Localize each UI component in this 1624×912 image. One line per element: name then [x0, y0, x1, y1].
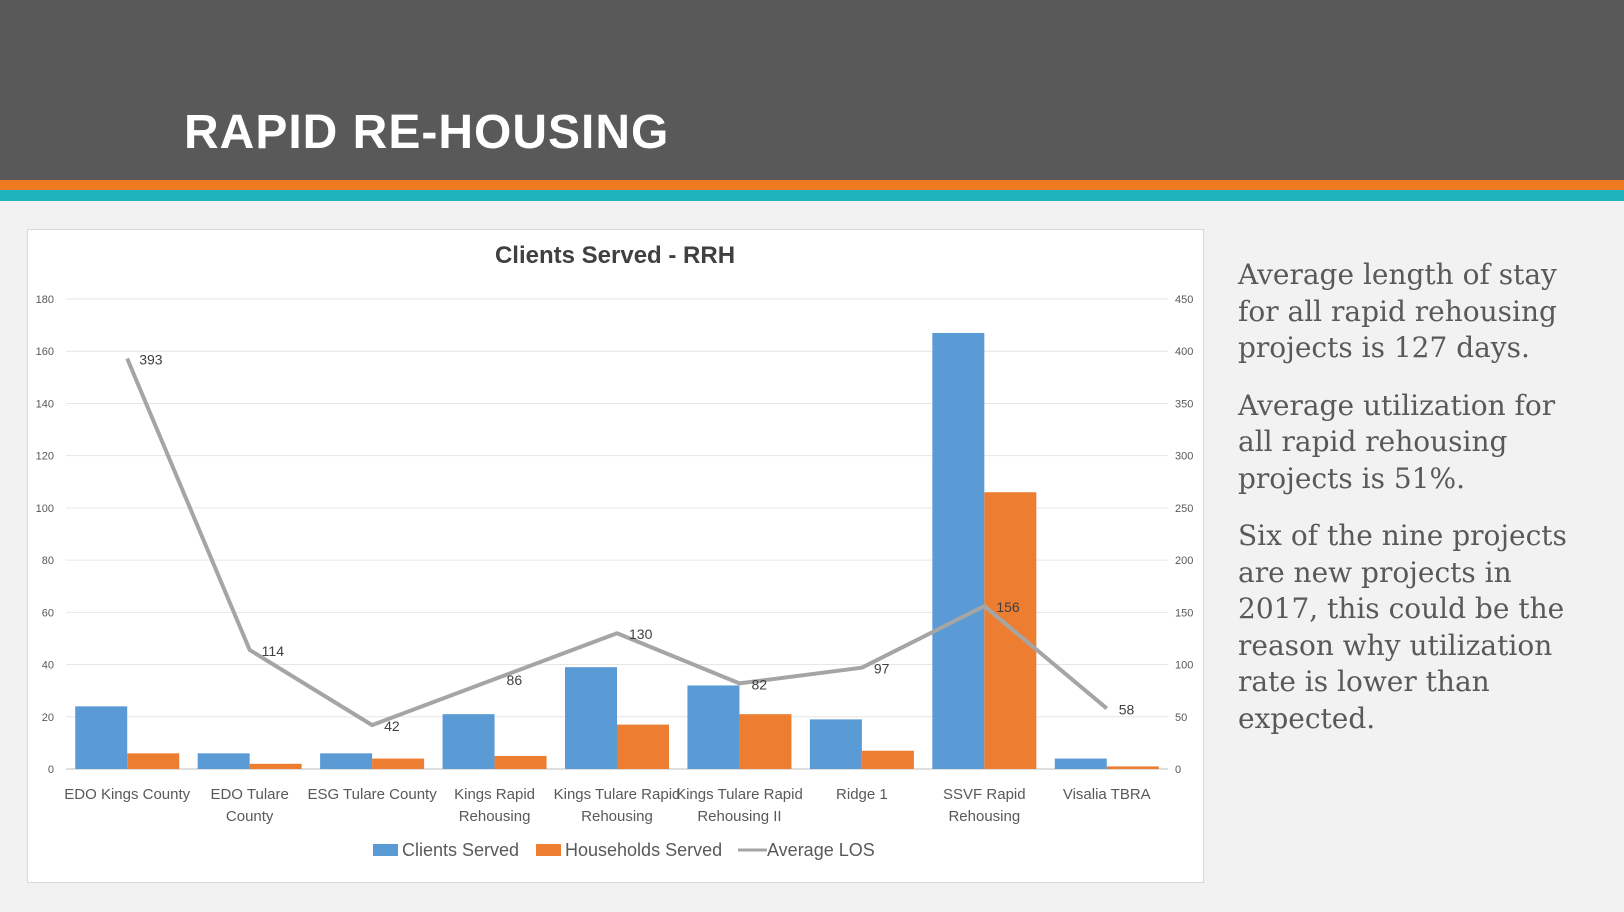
- accent-stripe-orange: [0, 180, 1624, 190]
- y-left-tick-label: 80: [42, 555, 54, 567]
- x-tick-label: County: [226, 808, 274, 825]
- data-label-average-los: 393: [139, 352, 163, 368]
- x-tick-label: ESG Tulare County: [307, 786, 437, 803]
- x-tick-label: Ridge 1: [836, 786, 888, 803]
- note-new-projects: Six of the nine projects are new project…: [1238, 519, 1567, 735]
- x-tick-label: Rehousing II: [697, 808, 781, 825]
- note-avg-los: Average length of stay for all rapid reh…: [1238, 258, 1557, 364]
- note-avg-utilization: Average utilization for all rapid rehous…: [1238, 388, 1556, 495]
- y-right-tick-label: 350: [1175, 398, 1193, 410]
- data-label-average-los: 86: [507, 672, 523, 688]
- bar-clients-served: [565, 667, 617, 769]
- legend-swatch: [373, 844, 398, 856]
- bar-households-served: [494, 755, 547, 769]
- x-tick-label: Visalia TBRA: [1063, 786, 1151, 803]
- y-right-tick-label: 200: [1175, 555, 1193, 567]
- y-left-tick-label: 120: [36, 451, 54, 463]
- bar-households-served: [739, 714, 792, 769]
- y-left-tick-label: 20: [42, 712, 54, 724]
- bar-clients-served: [1054, 758, 1107, 769]
- line-average-los: [125, 357, 1109, 728]
- bar-households-served: [127, 753, 180, 769]
- x-tick-label: EDO Kings County: [64, 786, 190, 803]
- bar-households-served: [372, 758, 425, 769]
- bar-clients-served: [75, 706, 128, 769]
- x-tick-label: EDO Tulare: [210, 786, 288, 803]
- y-left-tick-label: 140: [36, 398, 54, 410]
- data-label-average-los: 42: [384, 718, 400, 734]
- rrh-chart: Clients Served - RRH 0 0 20 50 40 100 60 150 80 20…: [36, 242, 1194, 860]
- bar-clients-served: [197, 753, 250, 769]
- data-label-average-los: 156: [996, 599, 1020, 615]
- x-tick-label: Kings Rapid: [454, 786, 535, 803]
- chart-container: Clients Served - RRH 0 0 20 50 40 100 60 150 80 20…: [27, 229, 1204, 883]
- bar-households-served: [1106, 766, 1159, 769]
- bar-clients-served: [442, 714, 495, 769]
- accent-stripe-teal: [0, 190, 1624, 201]
- chart-title: Clients Served - RRH: [495, 242, 735, 269]
- bar-households-served: [984, 492, 1037, 769]
- slide-header: [0, 0, 1624, 180]
- y-right-tick-label: 450: [1175, 294, 1193, 306]
- y-right-tick-label: 100: [1175, 660, 1193, 672]
- bar-clients-served: [687, 685, 740, 769]
- y-right-tick-label: 50: [1175, 712, 1187, 724]
- data-label-average-los: 82: [751, 676, 767, 692]
- x-tick-label: SSVF Rapid: [943, 786, 1026, 803]
- x-tick-label: Rehousing: [459, 808, 531, 825]
- y-left-tick-label: 60: [42, 607, 54, 619]
- data-label-average-los: 130: [629, 626, 653, 642]
- slide-title: RAPID RE-HOUSING: [184, 106, 670, 159]
- x-tick-label: Kings Tulare Rapid: [554, 786, 681, 803]
- x-tick-label: Kings Tulare Rapid: [676, 786, 803, 803]
- data-label-average-los: 58: [1119, 701, 1135, 717]
- bar-clients-served: [320, 753, 373, 769]
- x-tick-label: Rehousing: [948, 808, 1020, 825]
- legend-label: Clients Served: [402, 840, 519, 860]
- bar-clients-served: [809, 719, 862, 769]
- y-left-tick-label: 100: [36, 503, 54, 515]
- y-right-tick-label: 400: [1175, 346, 1193, 358]
- data-label-average-los: 114: [262, 643, 285, 659]
- data-label-average-los: 97: [874, 661, 890, 677]
- bar-households-served: [861, 750, 914, 769]
- side-notes: Average length of stay for all rapid reh…: [1238, 257, 1598, 758]
- bar-households-served: [249, 763, 302, 769]
- y-left-tick-label: 160: [36, 346, 54, 358]
- y-right-tick-label: 250: [1175, 503, 1193, 515]
- bar-households-served: [617, 724, 669, 769]
- bar-clients-served: [932, 332, 985, 769]
- y-right-tick-label: 150: [1175, 607, 1193, 619]
- y-left-tick-label: 180: [36, 294, 54, 306]
- y-right-tick-label: 0: [1175, 764, 1181, 776]
- y-right-tick-label: 300: [1175, 451, 1193, 463]
- x-tick-label: Rehousing: [581, 808, 653, 825]
- legend-swatch: [536, 844, 561, 856]
- y-left-tick-label: 0: [48, 764, 54, 776]
- legend-label: Average LOS: [767, 840, 875, 860]
- y-left-tick-label: 40: [42, 660, 54, 672]
- legend-label: Households Served: [565, 840, 722, 860]
